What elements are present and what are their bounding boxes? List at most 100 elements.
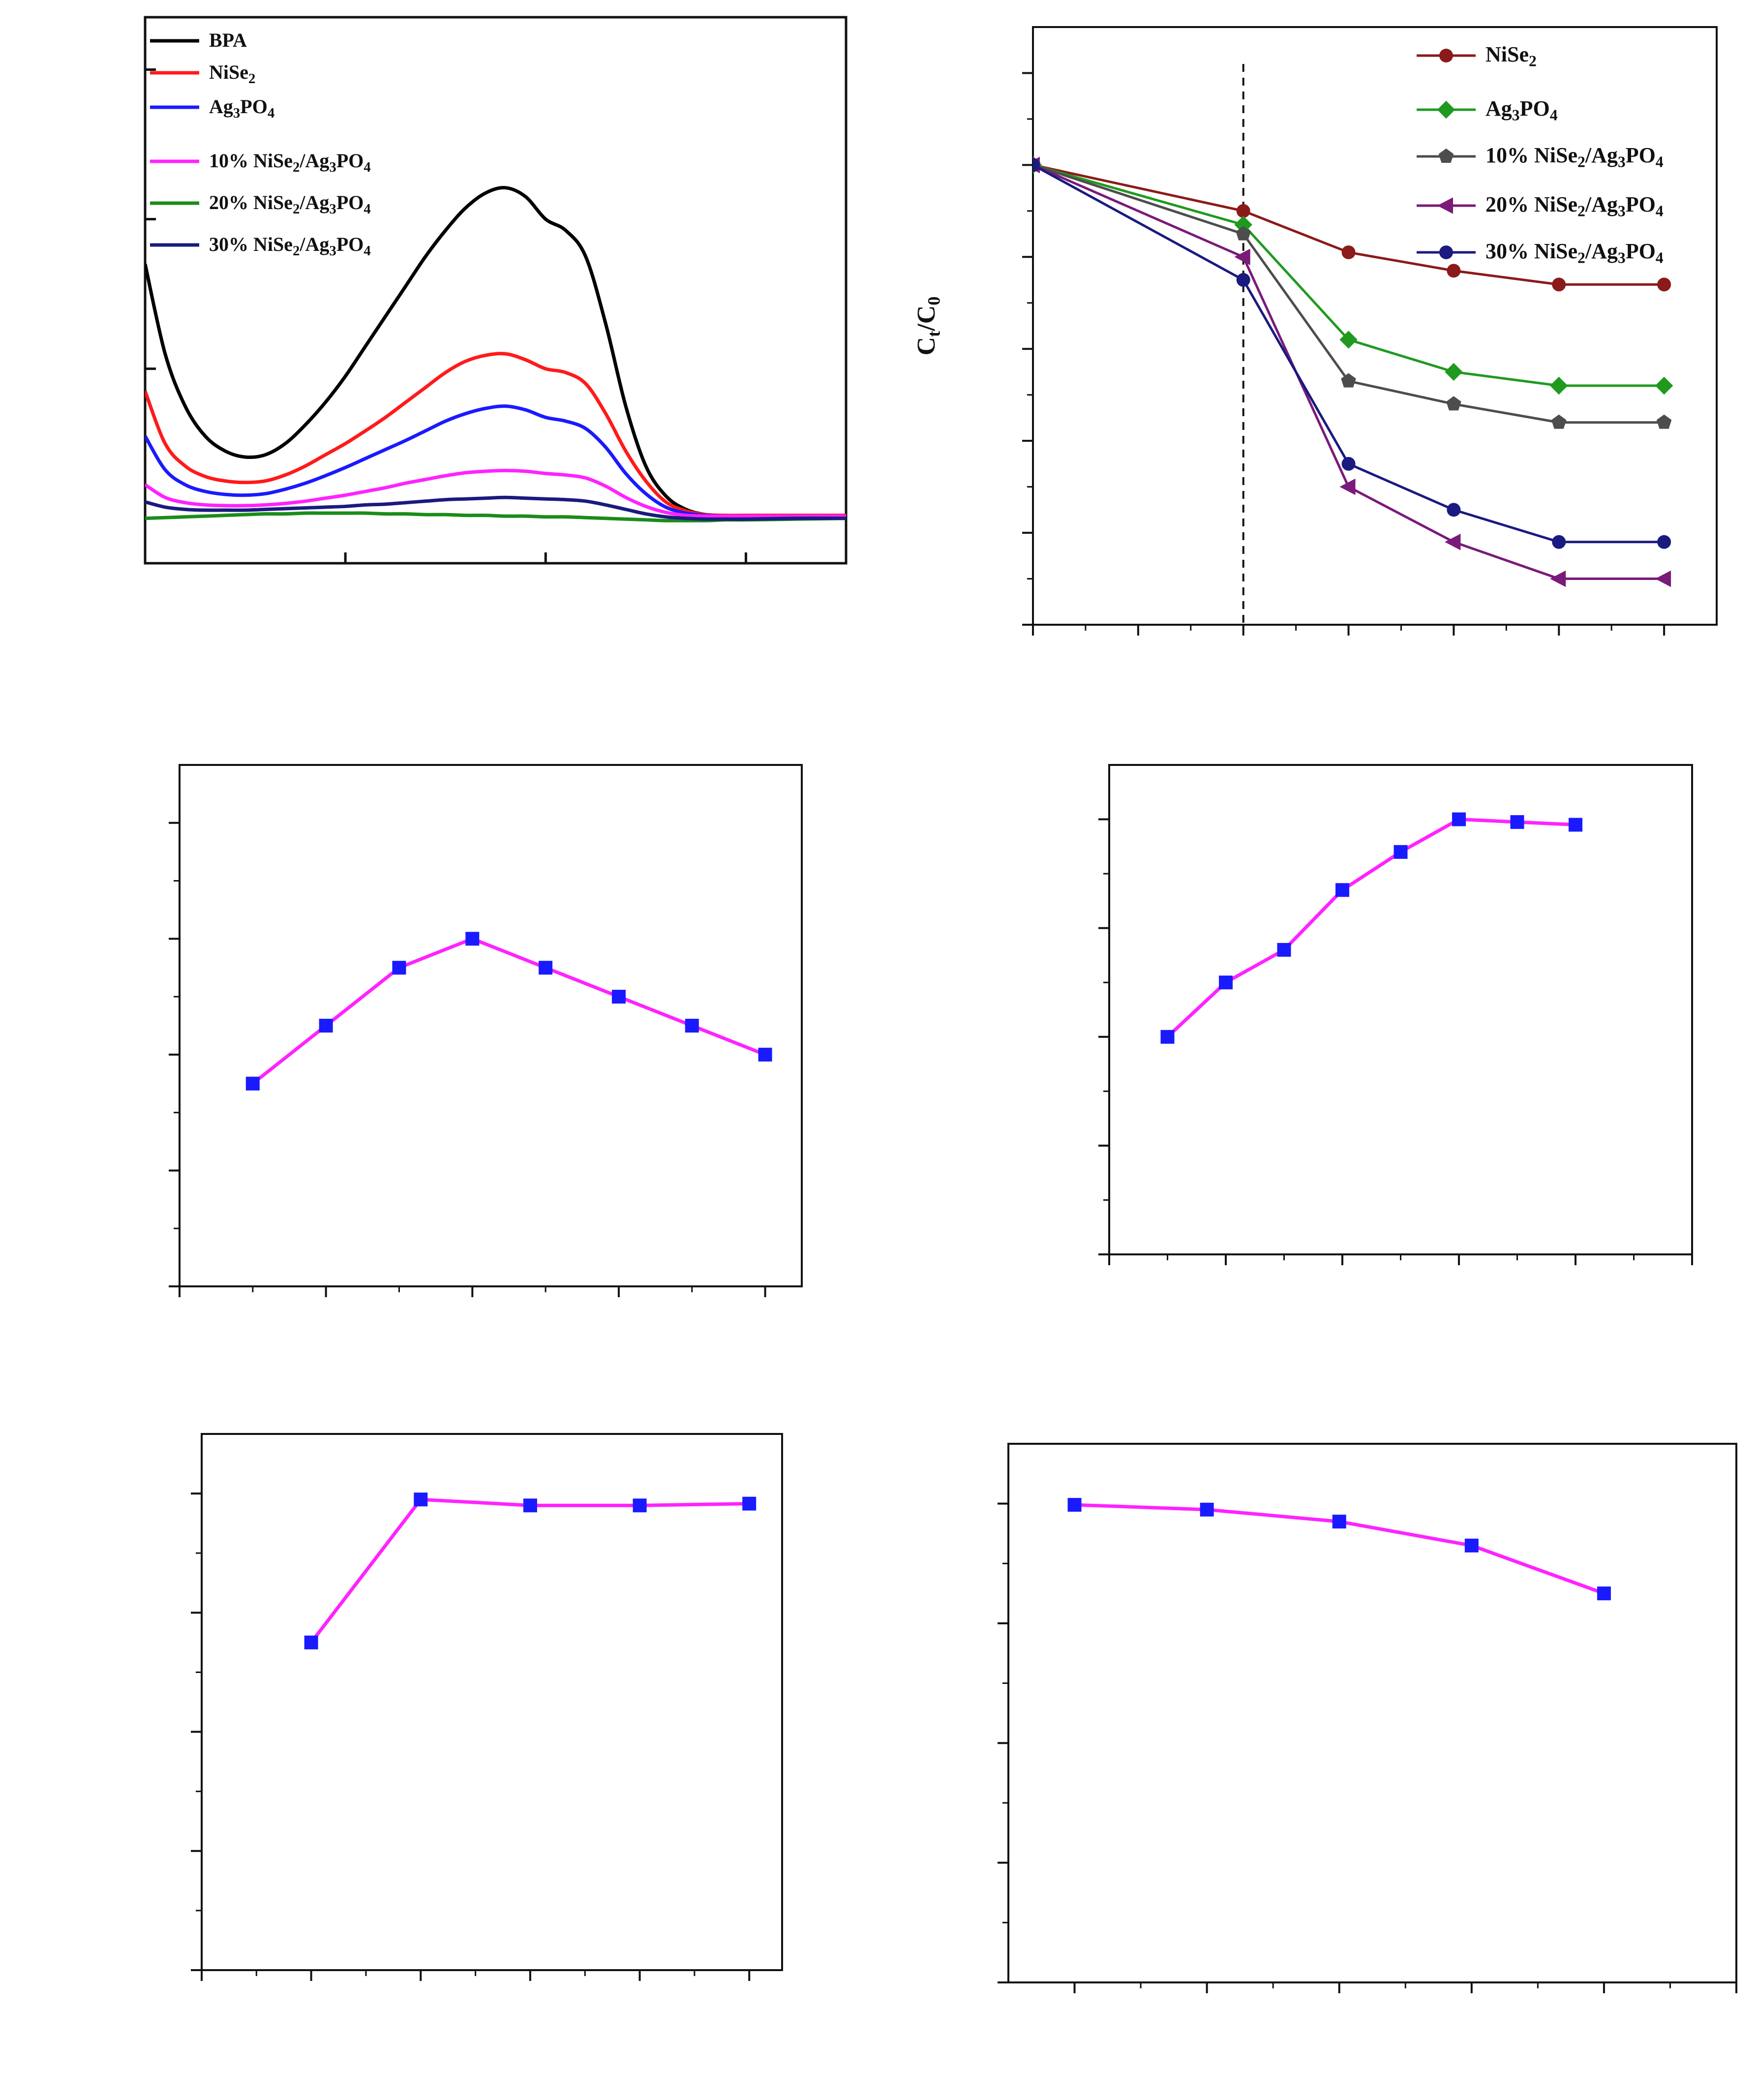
legend-label: 10% NiSe2/Ag3PO4: [209, 150, 371, 175]
series-line: [309, 1497, 750, 1644]
data-point: [1447, 264, 1461, 278]
series-a-5: [145, 495, 846, 521]
data-point: [319, 1019, 333, 1033]
legend-label: BPA: [209, 29, 247, 51]
legend-label: 20% NiSe2/Ag3PO4: [1485, 192, 1664, 220]
plot-frame: [179, 764, 803, 1287]
data-point: [1341, 245, 1356, 259]
data-point: [1446, 396, 1461, 411]
data-point: [1335, 883, 1349, 897]
series-line: [251, 937, 766, 1085]
legend: BPA NiSe2 Ag3PO4 10% NiSe2/Ag3PO4 20% NiSe2/…: [150, 29, 371, 259]
plot-frame: [201, 1433, 783, 1971]
plot-frame: [1032, 26, 1718, 626]
chart-panel-a: BPA NiSe2 Ag3PO4 10% NiSe2/Ag3PO4 20% NiSe2/…: [144, 16, 848, 565]
legend-label: NiSe2: [1485, 42, 1537, 70]
data-point: [742, 1496, 757, 1511]
data-point: [611, 990, 626, 1004]
series-line: [145, 511, 846, 522]
data-point: [523, 1498, 537, 1513]
data-point: [1236, 273, 1250, 287]
series-b-4: [1033, 158, 1671, 549]
series-d-0: [1160, 812, 1582, 1044]
data-point: [392, 961, 406, 975]
data-point: [1341, 373, 1356, 388]
data-point: [633, 1498, 647, 1513]
data-point: [1341, 457, 1356, 471]
data-point: [1552, 277, 1566, 292]
legend-marker: [1437, 197, 1453, 214]
legend-label: Ag3PO4: [209, 95, 274, 121]
series-a-1: [145, 352, 846, 517]
data-point: [1067, 1498, 1082, 1512]
data-point: [1550, 570, 1566, 587]
series-line: [145, 352, 846, 517]
series-e-0: [304, 1492, 757, 1649]
data-point: [1464, 1538, 1479, 1552]
series-line: [145, 186, 846, 519]
plot-frame: [1007, 1443, 1737, 1983]
series-f-0: [1067, 1498, 1611, 1601]
data-point: [1657, 277, 1671, 292]
data-point: [1445, 363, 1463, 381]
data-point: [1236, 226, 1251, 241]
data-point: [1200, 1502, 1214, 1517]
data-point: [1550, 376, 1568, 395]
series-a-4: [145, 511, 846, 522]
chart-panel-b: Ct/C0 NiSe2 Ag3PO4 10% NiSe2/Ag3PO4 20% NiSe…: [912, 26, 1718, 636]
data-point: [539, 961, 553, 975]
chart-panel-c: [169, 764, 803, 1297]
data-point: [1219, 975, 1233, 990]
series-a-0: [145, 186, 846, 519]
data-point: [1234, 215, 1252, 234]
series-line: [1033, 164, 1665, 580]
data-point: [1445, 533, 1461, 550]
data-point: [1552, 535, 1566, 549]
data-point: [1657, 535, 1671, 549]
data-point: [1339, 478, 1356, 495]
series-line: [145, 404, 846, 518]
data-point: [1447, 503, 1461, 517]
data-point: [1510, 815, 1524, 829]
legend-label: 10% NiSe2/Ag3PO4: [1485, 143, 1664, 171]
data-point: [245, 1076, 260, 1091]
data-point: [414, 1492, 428, 1507]
series-b-0: [1033, 158, 1671, 292]
chart-panel-e: [191, 1433, 783, 1981]
legend: NiSe2 Ag3PO4 10% NiSe2/Ag3PO4 20% NiSe2/Ag3…: [1417, 42, 1664, 267]
data-point: [1332, 1515, 1346, 1529]
chart-panel-f: [998, 1443, 1737, 1993]
series-b-1: [1033, 156, 1673, 395]
data-point: [758, 1047, 772, 1062]
series-b-3: [1033, 156, 1671, 587]
data-point: [1597, 1586, 1611, 1601]
legend-marker: [1438, 148, 1454, 163]
legend-label: 20% NiSe2/Ag3PO4: [209, 191, 371, 217]
legend-label: NiSe2: [209, 61, 255, 87]
legend-label: 30% NiSe2/Ag3PO4: [209, 233, 371, 259]
data-point: [1394, 845, 1408, 859]
data-point: [685, 1019, 699, 1033]
series-line: [1033, 163, 1665, 387]
data-point: [1655, 376, 1673, 395]
data-point: [1551, 414, 1567, 429]
series-line: [1033, 164, 1665, 424]
plot-frame: [144, 16, 848, 565]
series-a-3: [145, 468, 846, 518]
series-b-2: [1033, 157, 1672, 429]
data-point: [304, 1635, 318, 1649]
data-point: [1236, 204, 1250, 218]
data-point: [1277, 943, 1291, 957]
legend-marker: [1439, 245, 1453, 259]
legend-label: Ag3PO4: [1485, 96, 1558, 124]
series-line: [1166, 818, 1576, 1038]
legend-marker: [1437, 100, 1455, 119]
data-point: [1452, 812, 1466, 826]
legend-marker: [1439, 49, 1453, 62]
legend-label: 30% NiSe2/Ag3PO4: [1485, 239, 1664, 267]
data-point: [1033, 158, 1040, 172]
series-c-0: [245, 932, 772, 1091]
chart-panel-d: [1098, 764, 1693, 1265]
data-point: [1234, 248, 1250, 266]
